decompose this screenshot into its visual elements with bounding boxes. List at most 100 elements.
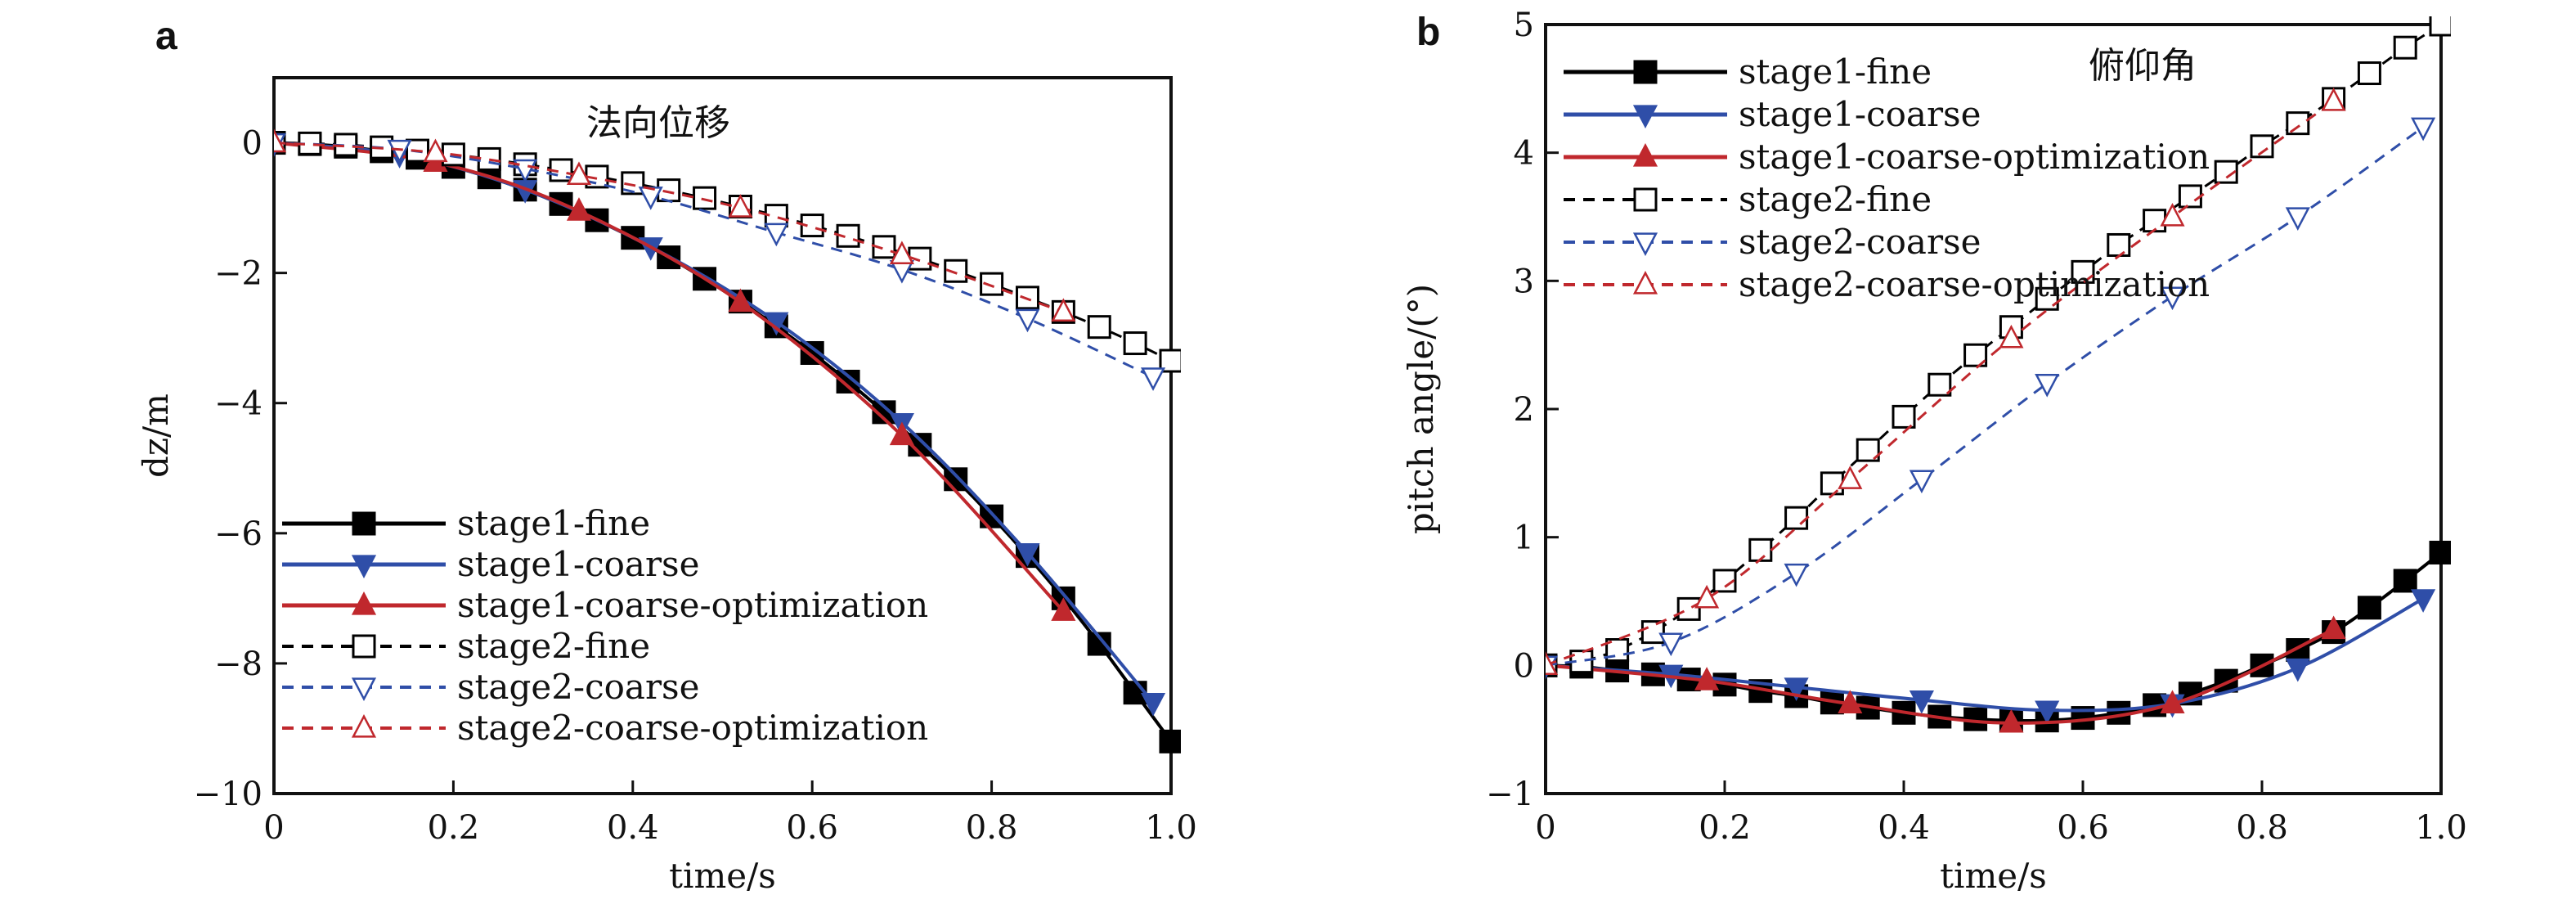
series-line [274, 142, 1064, 313]
y-tick-label: −1 [1486, 776, 1534, 813]
series-line [274, 141, 1173, 743]
panel-label: b [1416, 11, 1440, 54]
data-point [2411, 589, 2436, 613]
data-point [2160, 286, 2185, 311]
legend-marker [351, 677, 377, 701]
data-point [1892, 404, 1916, 429]
x-tick-label: 0.6 [2057, 809, 2109, 847]
data-point [1140, 367, 1166, 391]
data-point [1676, 596, 1701, 621]
y-axis-label: pitch angle/(°) [1401, 284, 1441, 534]
y-tick-label: −8 [214, 645, 263, 683]
x-tick-label: 1.0 [2415, 809, 2467, 847]
y-tick-label: 0 [1514, 647, 1534, 685]
y-tick-label: 3 [1514, 263, 1534, 300]
data-point [1087, 315, 1111, 340]
series-line [1546, 100, 2335, 667]
data-point [1015, 308, 1040, 333]
x-tick-label: 0.4 [1878, 809, 1930, 847]
data-point [1856, 438, 1880, 462]
data-point [274, 128, 287, 153]
data-point [2321, 615, 2346, 640]
data-point [2178, 184, 2202, 209]
data-point [2357, 61, 2381, 86]
legend-label: stage1-fine [1739, 52, 1932, 92]
series-stage2-coarse-optimization [1546, 88, 2346, 675]
data-point [2411, 117, 2436, 142]
x-tick-label: 0.4 [607, 809, 659, 847]
data-point [728, 288, 753, 313]
x-axis-label: time/s [1940, 856, 2047, 896]
panel-label: a [155, 15, 177, 58]
y-tick-label: −6 [214, 515, 263, 553]
data-point [2035, 374, 2060, 398]
legend-marker [351, 591, 377, 615]
x-tick-label: 0.2 [428, 809, 480, 847]
data-point [1928, 372, 1952, 397]
legend-marker [1633, 187, 1658, 212]
legend: stage1-finestage1-coarsestage1-coarse-op… [1564, 52, 2210, 304]
data-point [1123, 681, 1147, 705]
legend-marker [352, 634, 376, 659]
y-tick-label: 4 [1514, 135, 1534, 173]
data-point [1838, 690, 1863, 713]
legend-item: stage2-fine [282, 626, 650, 666]
data-point [1784, 506, 1809, 530]
data-point [764, 223, 789, 247]
y-tick-label: −10 [194, 776, 263, 813]
data-point [1546, 651, 1559, 675]
legend-label: stage2-fine [1739, 179, 1932, 219]
x-tick-label: 0.2 [1699, 809, 1751, 847]
data-point [423, 138, 448, 163]
y-tick-label: 1 [1514, 519, 1534, 557]
data-point [1784, 677, 1809, 701]
data-point [728, 194, 753, 218]
data-point [2285, 207, 2310, 231]
data-point [1658, 632, 1684, 657]
series-stage1-coarse [274, 133, 1166, 717]
legend-label: stage1-coarse [457, 544, 699, 584]
data-point [889, 241, 914, 265]
data-point [387, 139, 412, 164]
x-tick-label: 1.0 [1145, 809, 1197, 847]
data-point [1999, 708, 2024, 733]
data-point [1820, 471, 1844, 496]
legend-item: stage2-coarse-optimization [1564, 264, 2210, 304]
data-point [2107, 700, 2131, 725]
data-point [2429, 16, 2451, 37]
legend: stage1-finestage1-coarsestage1-coarse-op… [282, 503, 928, 748]
legend-marker [1632, 143, 1658, 167]
x-tick-label: 0.8 [2236, 809, 2288, 847]
series-line [1546, 597, 2425, 713]
legend-item: stage2-coarse [282, 667, 699, 707]
legend-marker [351, 555, 377, 578]
legend-item: stage2-fine [1564, 179, 1932, 219]
data-point [566, 161, 592, 185]
data-point [1051, 298, 1076, 322]
series-line [1546, 126, 2424, 667]
data-point [2160, 203, 2185, 227]
data-point [1694, 584, 1720, 609]
data-point [2286, 111, 2310, 136]
y-tick-label: −2 [214, 255, 263, 293]
x-tick-label: 0 [263, 809, 284, 847]
data-point [2107, 232, 2131, 257]
data-point [549, 191, 573, 216]
legend-item: stage1-coarse-optimization [1564, 137, 2210, 177]
data-point [1051, 597, 1076, 621]
legend-label: stage1-coarse-optimization [1739, 137, 2210, 177]
y-tick-label: 5 [1514, 7, 1534, 44]
x-axis-label: time/s [669, 856, 776, 896]
chart-annotation: 法向位移 [586, 102, 730, 144]
data-point [2285, 658, 2310, 682]
data-point [2429, 540, 2451, 564]
data-point [1140, 692, 1166, 717]
legend-label: stage2-coarse-optimization [1739, 264, 2210, 304]
data-point [1640, 620, 1665, 645]
series-line [274, 142, 1172, 362]
series-line [274, 142, 1154, 379]
data-point [566, 197, 592, 221]
y-tick-label: 2 [1514, 391, 1534, 429]
data-point [944, 467, 968, 492]
legend-label: stage1-coarse-optimization [457, 585, 928, 625]
